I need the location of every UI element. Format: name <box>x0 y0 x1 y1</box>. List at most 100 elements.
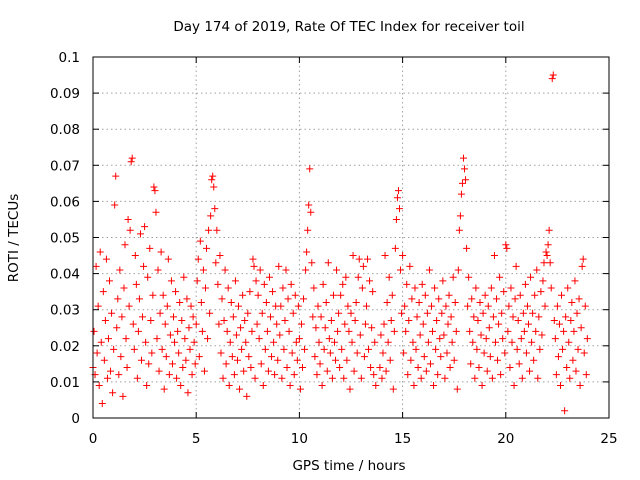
data-point <box>510 382 518 390</box>
data-point <box>103 374 111 382</box>
data-point <box>467 360 475 368</box>
data-point <box>311 353 319 361</box>
data-point <box>296 385 304 393</box>
data-point <box>429 327 437 335</box>
data-point <box>377 331 385 339</box>
data-point <box>204 335 212 343</box>
data-point <box>583 335 591 343</box>
data-point <box>289 309 297 317</box>
data-point <box>236 385 244 393</box>
data-point <box>217 349 225 357</box>
data-point <box>150 183 158 191</box>
data-point <box>161 320 169 328</box>
data-point <box>405 317 413 325</box>
data-point <box>307 208 315 216</box>
data-point <box>151 187 159 195</box>
data-point <box>569 356 577 364</box>
data-point <box>186 345 194 353</box>
data-point <box>343 356 351 364</box>
data-point <box>380 320 388 328</box>
data-point <box>437 353 445 361</box>
data-point <box>339 280 347 288</box>
data-point <box>517 335 525 343</box>
data-point <box>271 371 279 379</box>
data-point <box>346 385 354 393</box>
data-point <box>550 317 558 325</box>
data-point <box>396 205 404 213</box>
data-point <box>276 331 284 339</box>
data-point <box>356 331 364 339</box>
data-point <box>93 349 101 357</box>
data-point <box>104 335 112 343</box>
data-point <box>96 248 104 256</box>
data-point <box>472 284 480 292</box>
data-point <box>98 400 106 408</box>
data-point <box>562 313 570 321</box>
data-point <box>434 371 442 379</box>
data-point <box>132 280 140 288</box>
y-tick-label: 0.08 <box>50 122 80 138</box>
y-tick-label: 0.03 <box>50 303 80 319</box>
data-point <box>101 317 109 325</box>
data-point <box>127 158 135 166</box>
data-point <box>340 374 348 382</box>
data-point <box>426 360 434 368</box>
data-point <box>267 313 275 321</box>
data-point <box>188 371 196 379</box>
data-point <box>365 345 373 353</box>
data-point <box>274 356 282 364</box>
data-point <box>563 363 571 371</box>
data-point <box>461 165 469 173</box>
data-point <box>134 327 142 335</box>
data-point <box>547 284 555 292</box>
data-point <box>125 302 133 310</box>
x-tick-label: 10 <box>291 431 308 447</box>
data-point <box>528 338 536 346</box>
x-tick-label: 20 <box>497 431 514 447</box>
data-point <box>231 277 239 285</box>
data-point <box>483 367 491 375</box>
data-point <box>113 324 121 332</box>
data-point <box>175 349 183 357</box>
data-point <box>379 349 387 357</box>
data-point <box>283 363 291 371</box>
data-point <box>361 320 369 328</box>
data-point <box>162 353 170 361</box>
data-point <box>124 215 132 223</box>
y-tick-label: 0.01 <box>50 375 80 391</box>
data-point <box>219 374 227 382</box>
data-point <box>213 226 221 234</box>
data-point <box>402 327 410 335</box>
data-point <box>494 356 502 364</box>
data-point <box>530 356 538 364</box>
y-tick-label: 0.02 <box>50 339 80 355</box>
data-point <box>408 295 416 303</box>
data-point <box>498 309 506 317</box>
data-point <box>287 280 295 288</box>
data-point <box>567 317 575 325</box>
data-point <box>184 389 192 397</box>
data-points <box>89 71 591 415</box>
data-point <box>128 154 136 162</box>
data-point <box>143 382 151 390</box>
data-point <box>262 298 270 306</box>
data-point <box>195 353 203 361</box>
data-point <box>326 349 334 357</box>
data-point <box>482 335 490 343</box>
data-point <box>238 345 246 353</box>
data-point <box>122 335 130 343</box>
data-point <box>382 367 390 375</box>
data-point <box>412 345 420 353</box>
data-point <box>348 338 356 346</box>
data-point <box>308 259 316 267</box>
data-point <box>358 284 366 292</box>
data-point <box>144 273 152 281</box>
data-point <box>404 371 412 379</box>
data-point <box>392 215 400 223</box>
data-point <box>221 266 229 274</box>
data-point <box>264 367 272 375</box>
data-point <box>261 345 269 353</box>
data-point <box>302 266 310 274</box>
data-point <box>157 248 165 256</box>
data-point <box>301 345 309 353</box>
